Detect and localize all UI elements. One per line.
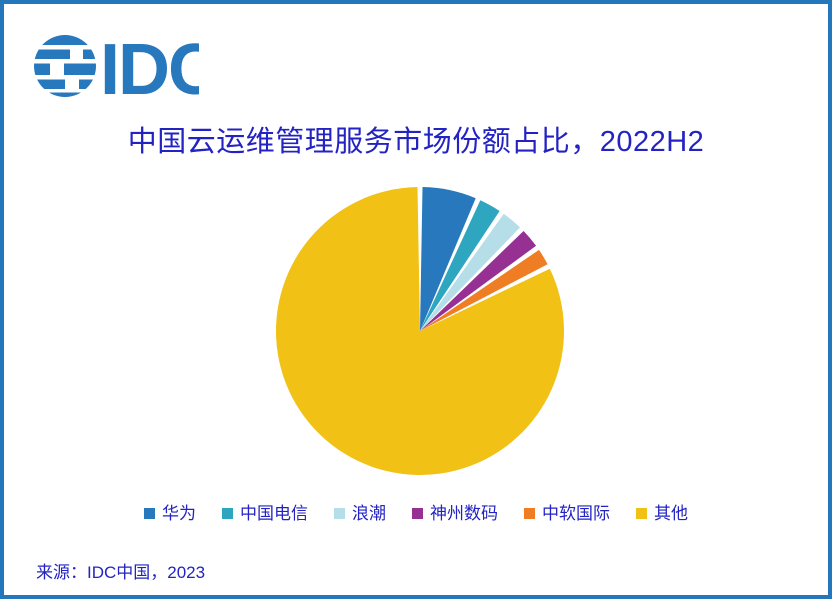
- idc-logo-text: IDC: [100, 32, 199, 100]
- legend-label-huawei: 华为: [162, 504, 196, 523]
- legend-item-chinasoft-international: 中软国际: [524, 505, 610, 522]
- legend-item-inspur: 浪潮: [334, 505, 386, 522]
- legend-swatch-digital-china: [412, 508, 423, 519]
- legend-item-others: 其他: [636, 505, 688, 522]
- legend: 华为 中国电信 浪潮 神州数码 中软国际 其他: [4, 505, 828, 522]
- legend-item-digital-china: 神州数码: [412, 505, 498, 522]
- pie-chart: [275, 187, 564, 475]
- legend-swatch-chinasoft-international: [524, 508, 535, 519]
- pie-slice-chinasoft-international: [420, 249, 548, 331]
- source-note: 来源：IDC中国，2023: [36, 563, 206, 582]
- legend-label-chinasoft-international: 中软国际: [542, 504, 610, 523]
- legend-swatch-huawei: [144, 508, 155, 519]
- legend-swatch-china-telecom: [222, 508, 233, 519]
- pie-slice-inspur: [420, 213, 521, 331]
- chart-title: 中国云运维管理服务市场份额占比，2022H2: [127, 126, 705, 158]
- idc-logo: IDC: [34, 32, 199, 100]
- pie-slice-china-telecom: [420, 200, 500, 331]
- pie-slice-others: [275, 187, 564, 475]
- legend-label-others: 其他: [654, 504, 688, 523]
- idc-globe-icon: [34, 35, 98, 97]
- legend-swatch-others: [636, 508, 647, 519]
- legend-item-huawei: 华为: [144, 505, 196, 522]
- pie-slice-huawei: [420, 187, 476, 331]
- legend-label-digital-china: 神州数码: [430, 504, 498, 523]
- legend-swatch-inspur: [334, 508, 345, 519]
- pie-slice-digital-china: [420, 230, 537, 331]
- legend-label-inspur: 浪潮: [352, 504, 386, 523]
- legend-item-china-telecom: 中国电信: [222, 505, 308, 522]
- legend-label-china-telecom: 中国电信: [240, 504, 308, 523]
